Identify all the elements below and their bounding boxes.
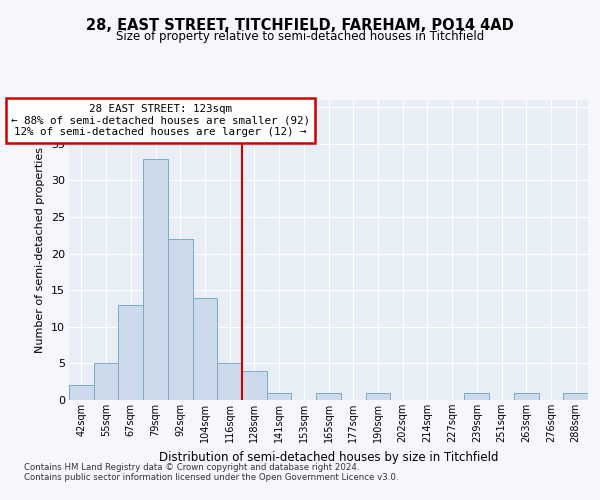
Text: Contains public sector information licensed under the Open Government Licence v3: Contains public sector information licen… xyxy=(24,474,398,482)
Bar xyxy=(316,392,341,400)
Bar xyxy=(514,392,539,400)
Bar xyxy=(242,370,267,400)
Bar xyxy=(69,386,94,400)
Text: 28, EAST STREET, TITCHFIELD, FAREHAM, PO14 4AD: 28, EAST STREET, TITCHFIELD, FAREHAM, PO… xyxy=(86,18,514,32)
Bar xyxy=(118,305,143,400)
Text: Size of property relative to semi-detached houses in Titchfield: Size of property relative to semi-detach… xyxy=(116,30,484,43)
Bar xyxy=(168,239,193,400)
Bar xyxy=(193,298,217,400)
Bar xyxy=(143,158,168,400)
Y-axis label: Number of semi-detached properties: Number of semi-detached properties xyxy=(35,147,45,353)
X-axis label: Distribution of semi-detached houses by size in Titchfield: Distribution of semi-detached houses by … xyxy=(159,450,498,464)
Bar xyxy=(563,392,588,400)
Text: Contains HM Land Registry data © Crown copyright and database right 2024.: Contains HM Land Registry data © Crown c… xyxy=(24,462,359,471)
Text: 28 EAST STREET: 123sqm
← 88% of semi-detached houses are smaller (92)
12% of sem: 28 EAST STREET: 123sqm ← 88% of semi-det… xyxy=(11,104,310,137)
Bar xyxy=(365,392,390,400)
Bar xyxy=(94,364,118,400)
Bar xyxy=(464,392,489,400)
Bar xyxy=(267,392,292,400)
Bar xyxy=(217,364,242,400)
